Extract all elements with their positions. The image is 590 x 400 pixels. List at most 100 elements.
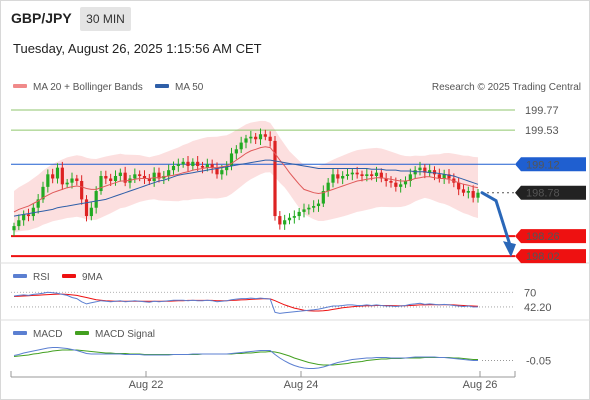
candle-body bbox=[379, 172, 383, 179]
candle-body bbox=[46, 174, 50, 187]
candle-body bbox=[447, 174, 451, 179]
ma20-line bbox=[13, 146, 479, 213]
forecast-arrow bbox=[480, 191, 512, 247]
candle-body bbox=[104, 175, 108, 179]
candle-body bbox=[273, 140, 277, 217]
candle-body bbox=[234, 149, 238, 154]
candle-body bbox=[384, 178, 388, 182]
macd-legend-swatch bbox=[13, 331, 27, 335]
candle-body bbox=[457, 182, 461, 190]
candle-body bbox=[205, 164, 209, 168]
candle-body bbox=[142, 175, 147, 179]
candle-body bbox=[403, 181, 408, 185]
candle-body bbox=[152, 172, 156, 182]
rsi-legend-label: RSI bbox=[33, 272, 50, 283]
forecast-arrow-head bbox=[503, 241, 516, 258]
candle-body bbox=[239, 142, 243, 150]
candle-body bbox=[70, 178, 74, 183]
candle-body bbox=[244, 138, 248, 143]
candle-body bbox=[408, 174, 412, 182]
candle-body bbox=[399, 184, 403, 187]
candle-body bbox=[341, 175, 345, 179]
candle-body bbox=[316, 203, 321, 207]
candle-body bbox=[220, 170, 224, 175]
candle-body bbox=[31, 207, 35, 217]
candle-body bbox=[191, 161, 195, 166]
candle-body bbox=[65, 182, 69, 185]
candle-body bbox=[466, 191, 470, 193]
level-label-199.12: 199.12 bbox=[526, 159, 560, 171]
candle-body bbox=[84, 199, 89, 217]
candle-body bbox=[374, 172, 379, 176]
macd-signal-legend-label: MACD Signal bbox=[95, 329, 155, 340]
candle-body bbox=[22, 214, 26, 221]
candle-body bbox=[123, 172, 127, 183]
rsi-ma-legend-label: 9MA bbox=[82, 272, 103, 283]
candle-body bbox=[355, 172, 359, 175]
candle-body bbox=[307, 207, 311, 210]
candle-body bbox=[297, 211, 301, 217]
candle-body bbox=[442, 174, 446, 179]
candle-body bbox=[370, 174, 374, 176]
level-label-198.26: 198.26 bbox=[526, 231, 560, 243]
candle-body bbox=[258, 134, 263, 140]
candle-body bbox=[292, 216, 296, 218]
candle-body bbox=[287, 217, 292, 221]
macd-line bbox=[13, 347, 478, 369]
candle-body bbox=[157, 172, 161, 179]
x-tick-label: Aug 24 bbox=[284, 379, 319, 391]
candle-body bbox=[186, 161, 190, 166]
candle-body bbox=[210, 164, 214, 168]
level-label-199.53: 199.53 bbox=[525, 125, 559, 137]
level-label-198.78: 198.78 bbox=[526, 188, 560, 200]
x-tick-label: Aug 26 bbox=[463, 379, 498, 391]
main-price-panel: 199.77 199.53 199.12 198.78 198.26 198.02 bbox=[11, 105, 586, 264]
macd-legend-label: MACD bbox=[33, 329, 62, 340]
ma50-line bbox=[13, 159, 479, 217]
level-tag-198.02 bbox=[515, 249, 586, 264]
candle-body bbox=[321, 191, 325, 204]
candle-body bbox=[225, 165, 229, 171]
candle-body bbox=[133, 174, 137, 179]
candle-body bbox=[12, 226, 16, 231]
rsi-ma-legend-swatch bbox=[62, 274, 76, 278]
candle-body bbox=[254, 136, 258, 140]
candle-body bbox=[26, 214, 31, 217]
candle-body bbox=[365, 174, 369, 176]
time-axis: Aug 22 Aug 24 Aug 26 bbox=[10, 371, 516, 391]
candle-body bbox=[167, 170, 171, 176]
symbol-title: GBP/JPY bbox=[11, 10, 72, 26]
rsi-legend-swatch bbox=[13, 274, 27, 278]
candle-body bbox=[75, 178, 79, 182]
candle-body bbox=[360, 174, 364, 176]
level-label-199.77: 199.77 bbox=[525, 105, 559, 117]
candle-body bbox=[200, 165, 205, 168]
candle-body bbox=[181, 161, 185, 165]
candle-body bbox=[196, 161, 200, 166]
ma50-legend-swatch bbox=[155, 84, 169, 88]
candle-body bbox=[41, 186, 45, 200]
candle-body bbox=[249, 136, 253, 139]
candle-body bbox=[278, 216, 282, 225]
ma20-legend-label: MA 20 + Bollinger Bands bbox=[33, 82, 143, 93]
level-tag-198.78 bbox=[515, 185, 586, 200]
candle-body bbox=[331, 174, 335, 183]
candle-body bbox=[89, 207, 93, 217]
timeframe-badge[interactable]: 30 MIN bbox=[80, 7, 131, 31]
candle-body bbox=[176, 164, 180, 166]
candle-body bbox=[302, 209, 306, 212]
rsi-line bbox=[13, 291, 479, 314]
macd-signal-legend-swatch bbox=[75, 331, 89, 335]
candle-body bbox=[437, 174, 441, 179]
rsi-panel: 70 42.20 bbox=[11, 287, 552, 314]
candle-body bbox=[312, 206, 316, 208]
candle-body bbox=[423, 167, 427, 173]
candle-body bbox=[51, 174, 55, 179]
candle-body bbox=[215, 167, 219, 175]
ma50-legend-label: MA 50 bbox=[175, 82, 204, 93]
candle-body bbox=[113, 175, 118, 182]
candle-body bbox=[36, 199, 40, 208]
candle-body bbox=[461, 189, 466, 193]
candle-body bbox=[268, 136, 272, 141]
macd-panel: -0.05 bbox=[13, 347, 551, 369]
